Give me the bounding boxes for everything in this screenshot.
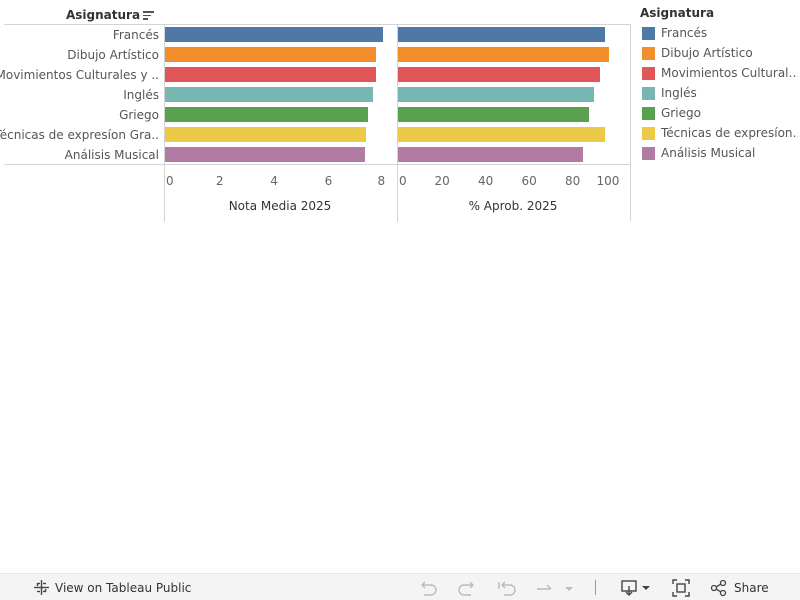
legend-item[interactable]: Francés [642, 25, 798, 41]
bar[interactable] [398, 147, 583, 162]
x-tick-label: 60 [521, 174, 537, 188]
fullscreen-icon [672, 578, 690, 597]
bar[interactable] [398, 127, 605, 142]
legend-swatch [642, 66, 655, 80]
legend-item[interactable]: Griego [642, 105, 798, 121]
legend-label: Griego [661, 106, 701, 120]
legend-label: Inglés [661, 86, 697, 100]
bar[interactable] [165, 147, 365, 162]
download-icon [621, 579, 650, 596]
bar[interactable] [165, 87, 374, 102]
x-tick-label: 4 [270, 174, 278, 188]
x-tick-label: 100 [596, 174, 620, 188]
sort-icon[interactable] [143, 10, 155, 20]
row-label: Dibujo Artístico [67, 48, 159, 62]
legend-swatch [642, 126, 655, 140]
legend-item[interactable]: Análisis Musical [642, 145, 798, 161]
tableau-toolbar: View on Tableau Public Share [0, 573, 800, 600]
legend-swatch [642, 26, 655, 40]
bar[interactable] [165, 107, 368, 122]
row-label: Griego [119, 108, 159, 122]
row-label: Análisis Musical [64, 148, 159, 162]
dimension-header[interactable]: Asignatura [66, 8, 155, 22]
x-tick-label: 20 [434, 174, 450, 188]
legend-swatch [642, 46, 655, 60]
bar[interactable] [398, 27, 605, 42]
legend-item[interactable]: Inglés [642, 85, 798, 101]
legend-label: Dibujo Artístico [661, 46, 753, 60]
legend-label: Movimientos Cultural… [661, 66, 798, 80]
x-axis-title: Nota Media 2025 [228, 199, 332, 213]
toolbar-divider [595, 580, 596, 595]
x-tick-label: 8 [377, 174, 386, 188]
redo-button[interactable] [457, 574, 477, 600]
panel-divider [397, 24, 398, 222]
view-on-tableau-label: View on Tableau Public [55, 580, 192, 595]
refresh-icon [537, 584, 573, 591]
row-label: Inglés [123, 88, 159, 102]
view-on-tableau-link[interactable]: View on Tableau Public [33, 574, 191, 600]
x-tick-label: 40 [477, 174, 494, 188]
legend-swatch [642, 146, 655, 160]
bar[interactable] [165, 127, 367, 142]
share-button[interactable]: Share [710, 574, 769, 600]
undo-button[interactable] [418, 574, 438, 600]
bar[interactable] [398, 67, 601, 82]
dimension-header-label: Asignatura [66, 8, 141, 22]
undo-icon [421, 581, 437, 596]
bar[interactable] [398, 87, 594, 102]
legend-item[interactable]: Dibujo Artístico [642, 45, 798, 61]
x-tick-label: 0 [166, 174, 174, 188]
row-label: Técnicas de expresíon Gra.. [0, 128, 159, 142]
legend-title: Asignatura [640, 6, 715, 20]
legend-swatch [642, 106, 655, 120]
refresh-button[interactable] [535, 574, 575, 600]
bar[interactable] [165, 47, 376, 62]
x-tick-label: 80 [564, 174, 581, 188]
x-tick-label: 6 [324, 174, 333, 188]
chart-bottom-border [4, 164, 630, 165]
redo-icon [458, 581, 474, 596]
tableau-logo-icon [34, 580, 49, 595]
revert-button[interactable] [497, 574, 517, 600]
legend-swatch [642, 86, 655, 100]
x-tick-label: 2 [215, 174, 224, 188]
panel-divider [630, 24, 631, 221]
bar[interactable] [165, 67, 376, 82]
legend-label: Técnicas de expresíon… [661, 126, 798, 140]
legend-label: Análisis Musical [661, 146, 756, 160]
share-label: Share [734, 580, 769, 595]
legend-item[interactable]: Técnicas de expresíon… [642, 125, 798, 141]
panel-divider [164, 24, 165, 222]
legend-label: Francés [661, 26, 708, 40]
revert-icon [498, 581, 516, 596]
x-tick-label: 0 [399, 174, 407, 188]
row-label: Francés [112, 28, 159, 42]
legend-item[interactable]: Movimientos Cultural… [642, 65, 798, 81]
bar[interactable] [165, 27, 383, 42]
chart-top-border [4, 24, 630, 25]
fullscreen-button[interactable] [672, 574, 690, 600]
row-label: Movimientos Culturales y .. [0, 68, 159, 82]
download-button[interactable] [620, 574, 652, 600]
share-icon [710, 579, 727, 596]
bar[interactable] [398, 47, 609, 62]
bar[interactable] [398, 107, 590, 122]
x-axis-title: % Aprob. 2025 [468, 199, 558, 213]
